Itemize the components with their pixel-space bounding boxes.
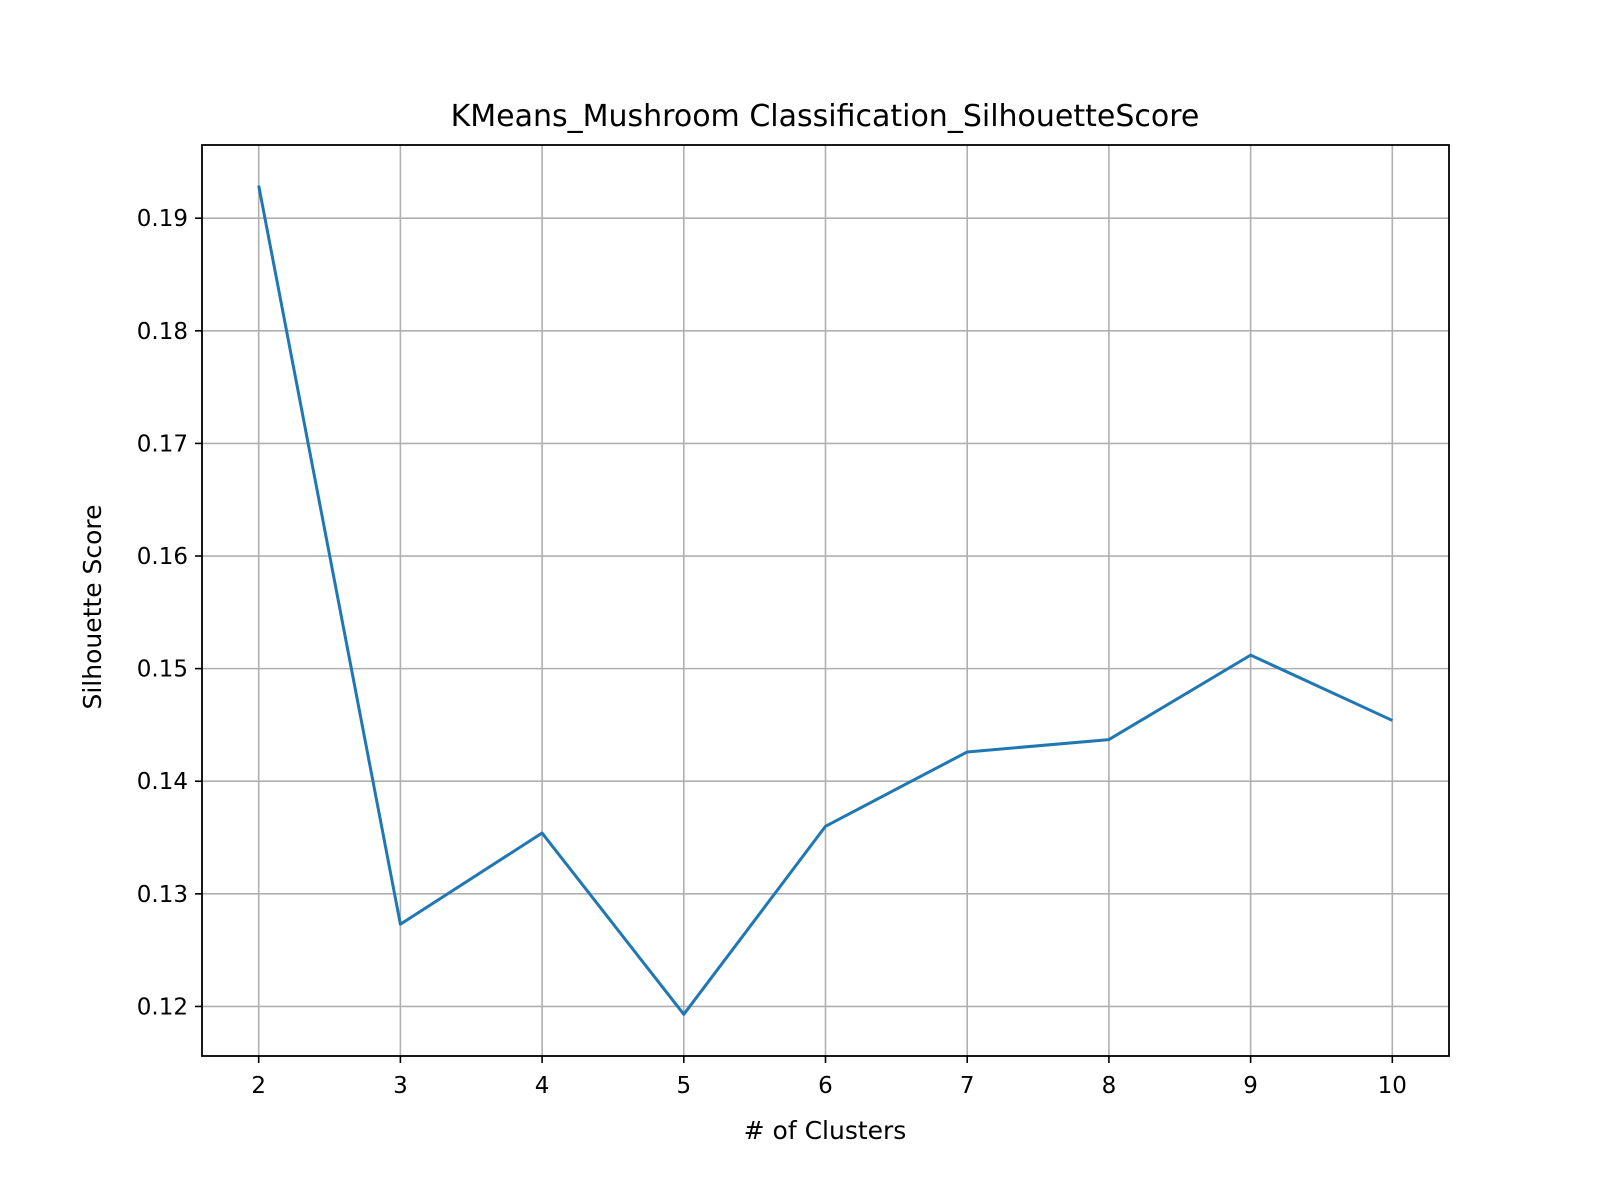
y-tick-label: 0.12 xyxy=(137,994,188,1020)
x-tick-label: 2 xyxy=(251,1073,266,1099)
x-tick-label: 5 xyxy=(676,1073,691,1099)
x-tick-label: 8 xyxy=(1102,1073,1117,1099)
x-tick-label: 7 xyxy=(960,1073,975,1099)
x-tick-label: 10 xyxy=(1378,1073,1407,1099)
y-tick-label: 0.15 xyxy=(137,657,188,683)
y-tick-label: 0.17 xyxy=(137,431,188,457)
y-tick-label: 0.16 xyxy=(137,544,188,570)
x-tick-label: 6 xyxy=(818,1073,833,1099)
y-tick-label: 0.14 xyxy=(137,769,188,795)
y-tick-label: 0.13 xyxy=(137,882,188,908)
x-tick-label: 9 xyxy=(1243,1073,1258,1099)
x-axis-label: # of Clusters xyxy=(744,1116,907,1145)
x-tick-label: 4 xyxy=(535,1073,550,1099)
grid xyxy=(202,145,1449,1056)
chart-title: KMeans_Mushroom Classification_Silhouett… xyxy=(451,99,1200,134)
series-layer xyxy=(257,185,1393,1016)
x-tick-label: 3 xyxy=(393,1073,408,1099)
series-line xyxy=(257,185,1393,1016)
y-tick-label: 0.18 xyxy=(137,319,188,345)
ticks: 2 3 4 5 6 7 8 9 10 0.12 0.13 0.14 0.15 0.16 0.17 0.18 0.… xyxy=(137,206,1407,1099)
y-tick-label: 0.19 xyxy=(137,206,188,232)
y-axis-label: Silhouette Score xyxy=(78,504,107,709)
